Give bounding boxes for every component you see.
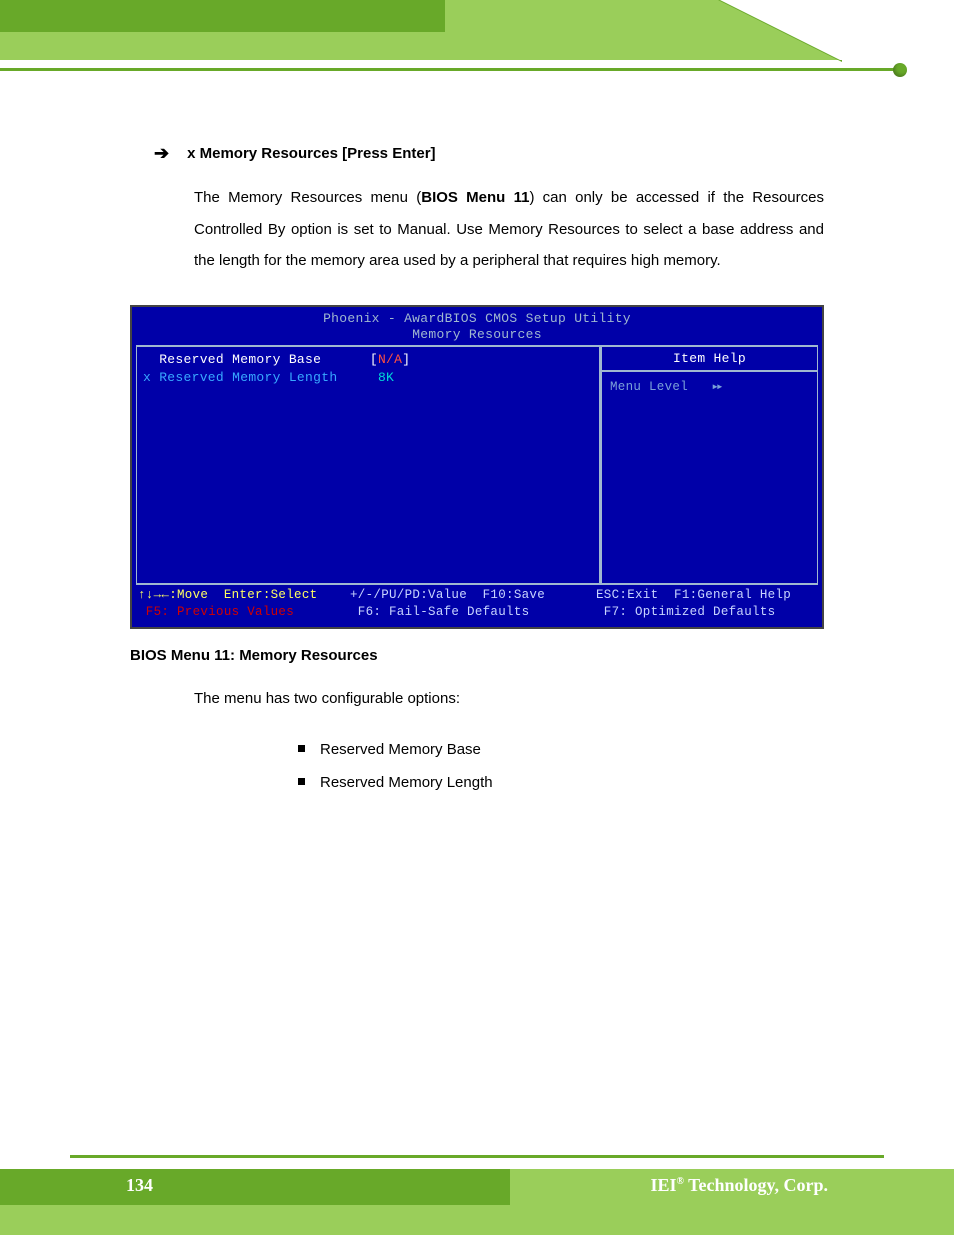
bios-title-line1: Phoenix - AwardBIOS CMOS Setup Utility [323,311,631,326]
registered-icon: ® [676,1176,683,1187]
bios-key-hint: +/-/PU/PD:Value F10:Save [350,587,596,604]
bios-title: Phoenix - AwardBIOS CMOS Setup Utility M… [132,307,822,346]
para-bold: BIOS Menu 11 [421,189,529,206]
page-content: ➔ x Memory Resources [Press Enter] The M… [0,100,954,799]
bios-key-hint: ESC:Exit F1:General Help [596,587,816,604]
bios-footer-keys: ↑↓→←:Move Enter:Select +/-/PU/PD:Value F… [132,585,822,627]
list-item: Reserved Memory Base [298,733,824,766]
options-list: Reserved Memory Base Reserved Memory Len… [298,733,824,799]
bios-row-value: N/A [378,352,402,367]
figure-caption: BIOS Menu 11: Memory Resources [130,647,824,664]
bios-row-reserved-memory-length: x Reserved Memory Length 8K [143,369,593,387]
bios-title-line2: Memory Resources [412,327,542,342]
bios-row-reserved-memory-base: Reserved Memory Base [N/A] [143,351,593,369]
section-heading-text: x Memory Resources [Press Enter] [187,145,435,162]
bios-row-bracket: [ [370,352,378,367]
header-rule-endcap-icon [893,63,907,77]
footer-company: IEI® Technology, Corp. [650,1175,828,1196]
page-number: 134 [126,1175,153,1196]
bios-screenshot: Phoenix - AwardBIOS CMOS Setup Utility M… [130,305,824,629]
footer-company-name: IEI [650,1175,676,1195]
chevron-right-icon: ▸▸ [711,378,720,394]
arrow-icon: ➔ [154,144,169,162]
bios-row-spacer [370,370,378,385]
bios-settings-panel: Reserved Memory Base [N/A] x Reserved Me… [136,347,600,583]
bios-row-label: x Reserved Memory Length [143,370,337,385]
bios-row-bracket: ] [402,352,410,367]
section-heading: ➔ x Memory Resources [Press Enter] [154,144,824,162]
bios-key-hint: F6: Fail-Safe Defaults [350,604,596,621]
footer-company-suffix: Technology, Corp. [684,1175,828,1195]
bios-help-title: Item Help [602,347,817,372]
bios-key-hint: ↑↓→←:Move Enter:Select [138,587,350,604]
para-pre: The Memory Resources menu ( [194,189,421,206]
page-footer-decoration: 134 IEI® Technology, Corp. [0,1155,954,1235]
intro-paragraph: The Memory Resources menu (BIOS Menu 11)… [194,182,824,277]
bios-help-panel: Item Help Menu Level ▸▸ [600,347,818,583]
bios-key-hint: F7: Optimized Defaults [596,604,816,621]
bios-row-label: Reserved Memory Base [143,352,321,367]
bios-key-hint: F5: Previous Values [138,604,350,621]
bios-row-value: 8K [378,370,394,385]
page-header-decoration [0,0,954,80]
list-item: Reserved Memory Length [298,766,824,799]
bios-help-menu-level-label: Menu Level [610,380,688,394]
options-intro: The menu has two configurable options: [194,690,824,707]
